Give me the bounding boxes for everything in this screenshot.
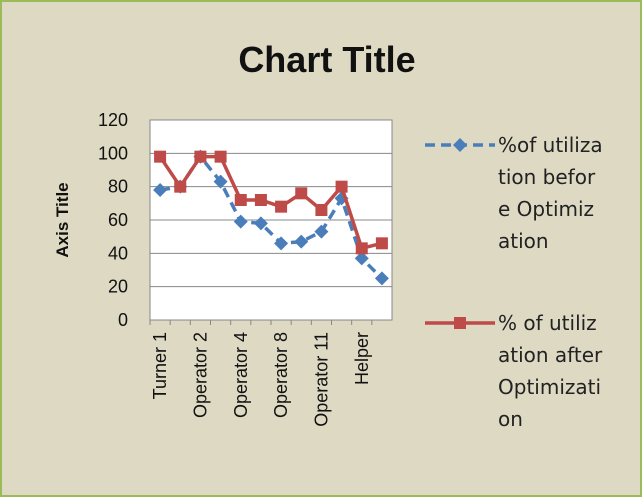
- y-tick-label: 40: [108, 243, 128, 263]
- data-point: [335, 180, 348, 193]
- data-point: [374, 271, 389, 286]
- data-point: [214, 150, 227, 163]
- data-point: [295, 187, 308, 200]
- x-tick-label: Turner 1: [150, 332, 170, 399]
- legend-label: %of utilization before Optimization: [498, 133, 603, 253]
- x-tick-label: Operator 2: [190, 332, 210, 418]
- chart-title: Chart Title: [238, 39, 415, 80]
- data-point: [354, 251, 369, 266]
- data-point: [275, 200, 288, 213]
- data-point: [253, 216, 268, 231]
- data-point: [174, 180, 187, 193]
- data-point: [194, 150, 207, 163]
- legend-label: % of utilization after Optimization: [498, 311, 603, 431]
- data-point: [234, 194, 247, 206]
- y-tick-label: 60: [108, 210, 128, 230]
- x-tick-label: Operator 4: [231, 332, 251, 418]
- legend-marker: [454, 317, 466, 329]
- data-point: [274, 236, 289, 251]
- data-point: [294, 234, 309, 249]
- data-point: [314, 224, 329, 239]
- x-tick-label: Operator 8: [271, 332, 291, 418]
- y-tick-label: 0: [118, 310, 128, 330]
- y-tick-label: 80: [108, 177, 128, 197]
- data-point: [355, 242, 368, 255]
- y-tick-label: 20: [108, 277, 128, 297]
- data-point: [315, 204, 328, 216]
- y-tick-label: 120: [98, 110, 128, 130]
- data-point: [153, 183, 168, 197]
- data-point: [233, 214, 248, 229]
- data-point: [213, 174, 228, 189]
- legend-marker: [453, 138, 467, 152]
- y-tick-label: 100: [98, 143, 128, 163]
- data-point: [254, 194, 267, 206]
- x-tick-label: Operator 11: [311, 332, 331, 427]
- y-axis-title: Axis Title: [53, 182, 72, 257]
- data-point: [375, 237, 388, 250]
- x-tick-label: Helper: [352, 332, 372, 385]
- data-point: [154, 150, 167, 163]
